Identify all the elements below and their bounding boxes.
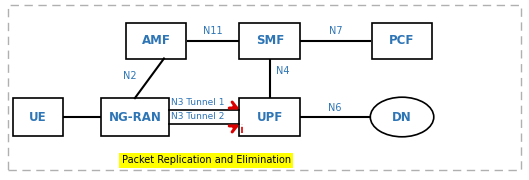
Text: UE: UE [29, 111, 47, 123]
FancyBboxPatch shape [126, 22, 186, 58]
Text: DN: DN [392, 111, 412, 123]
Text: N3 Tunnel 2: N3 Tunnel 2 [171, 112, 225, 121]
FancyBboxPatch shape [13, 98, 63, 136]
Text: Packet Replication and Elimination: Packet Replication and Elimination [122, 155, 291, 165]
Text: N4: N4 [276, 66, 290, 76]
FancyBboxPatch shape [371, 22, 433, 58]
Text: N11: N11 [203, 26, 223, 36]
FancyBboxPatch shape [239, 22, 300, 58]
Text: PCF: PCF [389, 34, 415, 47]
Text: AMF: AMF [142, 34, 170, 47]
Text: N7: N7 [329, 26, 342, 36]
Text: N3 Tunnel 1: N3 Tunnel 1 [171, 98, 225, 107]
Text: N6: N6 [328, 102, 342, 112]
Text: NG-RAN: NG-RAN [108, 111, 161, 123]
Ellipse shape [370, 97, 434, 137]
FancyBboxPatch shape [101, 98, 169, 136]
Text: N2: N2 [123, 71, 136, 81]
Text: UPF: UPF [257, 111, 283, 123]
FancyBboxPatch shape [239, 98, 300, 136]
Text: SMF: SMF [256, 34, 284, 47]
